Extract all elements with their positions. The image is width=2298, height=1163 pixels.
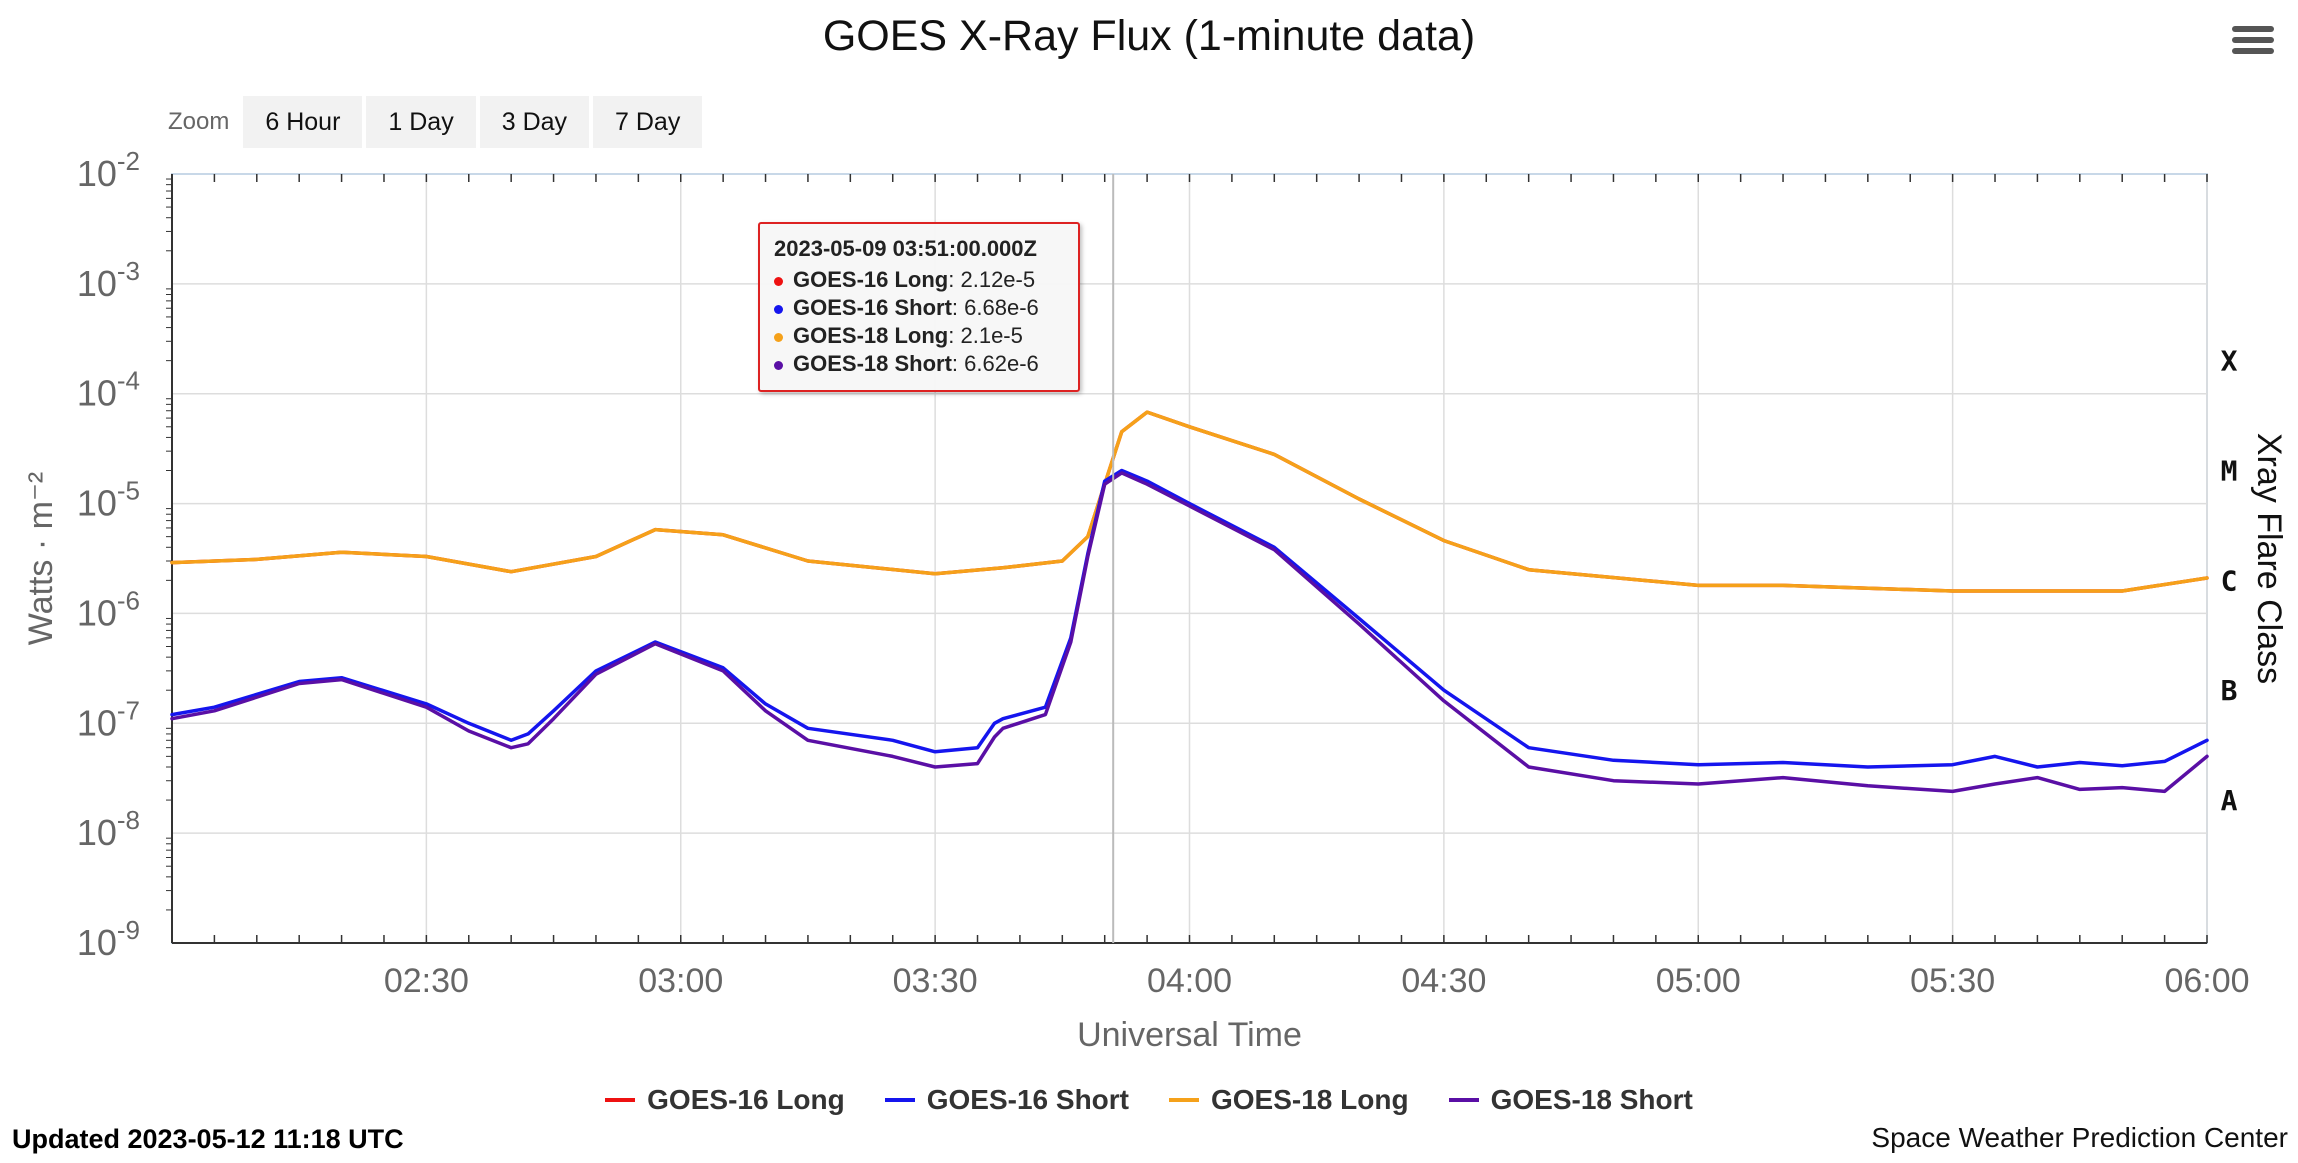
orange-dot-icon [774, 332, 783, 342]
credit-text: Space Weather Prediction Center [1871, 1122, 2288, 1153]
tooltip-series-name: GOES-18 Short [793, 351, 952, 376]
zoom-controls: Zoom 6 Hour 1 Day 3 Day 7 Day [168, 96, 706, 148]
y-tick-label: 10-4 [77, 366, 140, 414]
x-tick-label: 03:30 [893, 962, 978, 1000]
legend-label: GOES-16 Long [647, 1084, 845, 1115]
chart-title: GOES X-Ray Flux (1-minute data) [822, 12, 1476, 60]
tooltip-series-name: GOES-16 Short [793, 295, 952, 320]
x-tick-label: 04:00 [1147, 962, 1232, 1000]
zoom-6-hour-button[interactable]: 6 Hour [243, 96, 363, 148]
hover-tooltip: 2023-05-09 03:51:00.000Z GOES-16 Long: 2… [758, 222, 1080, 392]
tooltip-value: 2.12e-5 [960, 267, 1036, 292]
orange-line-icon [1169, 1098, 1199, 1102]
y-tick-label: 10-5 [77, 476, 140, 524]
y-tick-label: 10-7 [77, 695, 140, 743]
purple-dot-icon [774, 360, 783, 370]
tooltip-row-goes18-short: GOES-18 Short: 6.62e-6 [774, 350, 1064, 378]
tooltip-series-name: GOES-16 Long [793, 267, 949, 292]
x-tick-label: 06:00 [2164, 962, 2249, 1000]
legend-label: GOES-18 Short [1490, 1084, 1693, 1115]
x-tick-label: 02:30 [384, 962, 469, 1000]
chart-legend: GOES-16 Long GOES-16 Short GOES-18 Long … [0, 1084, 2298, 1116]
x-tick-label: 04:30 [1401, 962, 1486, 1000]
tooltip-value: 2.1e-5 [960, 323, 1023, 348]
flare-class-label: A [2221, 784, 2238, 817]
zoom-1-day-button[interactable]: 1 Day [366, 96, 476, 148]
legend-item-goes18-short[interactable]: GOES-18 Short [1448, 1084, 1693, 1116]
tooltip-value: 6.68e-6 [964, 295, 1039, 320]
tooltip-time: 2023-05-09 03:51:00.000Z [774, 236, 1037, 261]
purple-line-icon [1448, 1098, 1479, 1102]
legend-label: GOES-16 Short [926, 1084, 1129, 1115]
tooltip-row-goes18-long: GOES-18 Long: 2.1e-5 [774, 322, 1064, 350]
red-line-icon [605, 1098, 636, 1102]
x-axis-title: Universal Time [1077, 1016, 1302, 1054]
y-tick-label: 10-2 [77, 146, 140, 194]
tooltip-series-name: GOES-18 Long [793, 323, 949, 348]
y-tick-label: 10-3 [77, 256, 140, 304]
zoom-7-day-button[interactable]: 7 Day [593, 96, 703, 148]
x-tick-label: 03:00 [638, 962, 723, 1000]
y-tick-label: 10-8 [77, 805, 140, 853]
updated-timestamp: Updated 2023-05-12 11:18 UTC [12, 1124, 404, 1154]
red-dot-icon [774, 276, 783, 286]
flare-class-label: C [2221, 564, 2238, 597]
flare-class-label: M [2221, 455, 2238, 488]
legend-item-goes18-long[interactable]: GOES-18 Long [1169, 1084, 1409, 1116]
blue-line-icon [884, 1098, 915, 1102]
tooltip-value: 6.62e-6 [964, 351, 1039, 376]
legend-item-goes16-short[interactable]: GOES-16 Short [884, 1084, 1129, 1116]
x-tick-label: 05:30 [1910, 962, 1995, 1000]
y-tick-label: 10-9 [77, 915, 140, 963]
series-line-goes-18-short [170, 471, 2209, 794]
y-axis-title: Watts · m⁻² [22, 472, 60, 645]
blue-dot-icon [774, 304, 783, 314]
zoom-label: Zoom [168, 108, 230, 135]
flare-class-label: X [2221, 345, 2238, 378]
x-tick-label: 05:00 [1656, 962, 1741, 1000]
tooltip-row-goes16-long: GOES-16 Long: 2.12e-5 [774, 266, 1064, 294]
legend-label: GOES-18 Long [1211, 1084, 1409, 1115]
flare-class-label: B [2221, 674, 2238, 707]
zoom-3-day-button[interactable]: 3 Day [479, 96, 590, 148]
tooltip-row-goes16-short: GOES-16 Short: 6.68e-6 [774, 294, 1064, 322]
hamburger-menu-icon[interactable] [2232, 26, 2274, 60]
y-tick-label: 10-6 [77, 585, 140, 633]
legend-item-goes16-long[interactable]: GOES-16 Long [605, 1084, 845, 1116]
y2-axis-title: Xray Flare Class [2250, 433, 2288, 684]
